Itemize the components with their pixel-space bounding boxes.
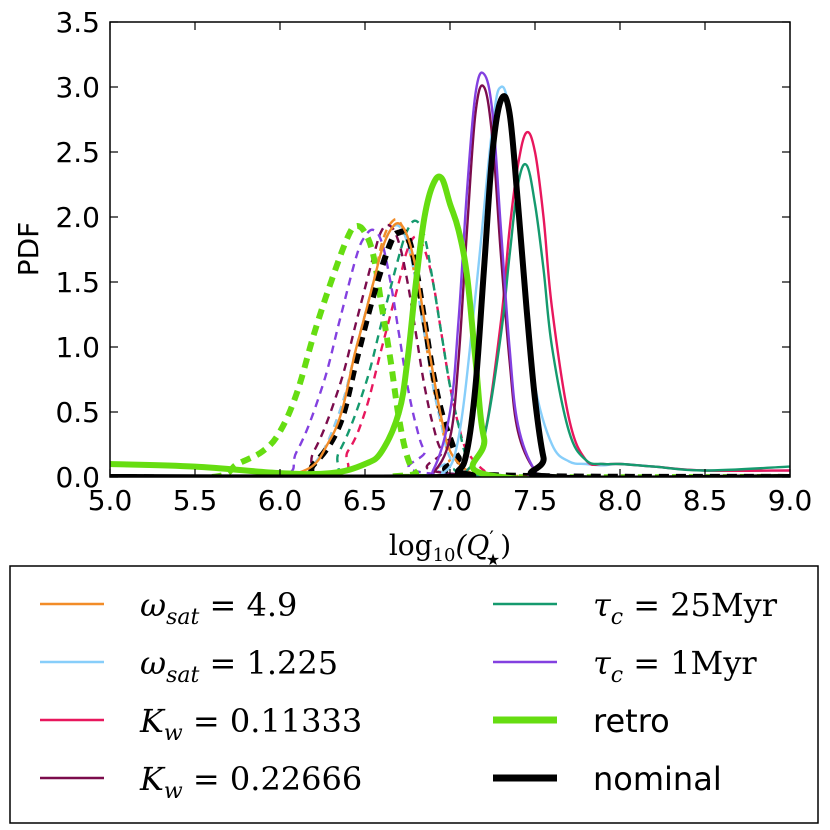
legend: ωsat = 4.9 ωsat = 1.225 Kw = 0.11333 Kw = 0… bbox=[40, 586, 778, 804]
x-axis-label: log10(Q′ ★) bbox=[389, 526, 511, 569]
x-tick-label: 8.5 bbox=[683, 484, 728, 517]
y-tick-label: 1.0 bbox=[55, 331, 100, 364]
svg-text:log10(Q′★): log10(Q′ ★) bbox=[389, 526, 511, 569]
dashed-series-line-5 bbox=[110, 228, 790, 477]
x-tick-label: 7.0 bbox=[428, 484, 473, 517]
legend-label-0: ωsat = 4.9 bbox=[140, 586, 297, 630]
legend-label-3: Kw = 0.22666 bbox=[139, 760, 362, 804]
legend-label-4: τc = 25Myr bbox=[593, 586, 778, 630]
legend-label-7: nominal bbox=[593, 760, 722, 798]
series-line-0 bbox=[110, 222, 790, 477]
series-line-6 bbox=[110, 173, 790, 477]
x-axis-label-star: ★ bbox=[486, 550, 500, 569]
x-axis-label-open: (Q bbox=[455, 529, 489, 562]
x-tick-label: 9.0 bbox=[768, 484, 813, 517]
legend-box bbox=[9, 565, 819, 824]
y-axis-label: PDF bbox=[12, 222, 45, 277]
y-axis-ticks: 0.0 0.5 1.0 1.5 2.0 2.5 3.0 3.5 bbox=[55, 6, 790, 494]
x-tick-label: 5.0 bbox=[88, 484, 133, 517]
y-tick-label: 3.0 bbox=[55, 71, 100, 104]
y-tick-label: 0.0 bbox=[55, 461, 100, 494]
y-tick-label: 3.5 bbox=[55, 6, 100, 39]
x-tick-label: 7.5 bbox=[513, 484, 558, 517]
y-tick-label: 2.0 bbox=[55, 201, 100, 234]
y-tick-label: 1.5 bbox=[55, 266, 100, 299]
x-axis-label-sub: 10 bbox=[433, 545, 456, 566]
legend-label-1: ωsat = 1.225 bbox=[140, 644, 338, 688]
legend-label-5: τc = 1Myr bbox=[593, 644, 757, 688]
x-axis-ticks: 5.0 5.5 6.0 6.5 7.0 7.5 8.0 8.5 9.0 bbox=[88, 22, 813, 517]
x-tick-label: 5.5 bbox=[173, 484, 218, 517]
series-line-7 bbox=[110, 93, 790, 477]
x-tick-label: 6.5 bbox=[343, 484, 388, 517]
dashed-series-line-3 bbox=[110, 223, 790, 477]
y-tick-label: 0.5 bbox=[55, 396, 100, 429]
x-axis-label-close: ) bbox=[500, 529, 511, 562]
y-tick-label: 2.5 bbox=[55, 136, 100, 169]
x-tick-label: 6.0 bbox=[258, 484, 303, 517]
x-axis-label-prime: ′ bbox=[489, 526, 494, 550]
legend-label-6: retro bbox=[593, 702, 670, 740]
legend-label-2: Kw = 0.11333 bbox=[139, 702, 362, 746]
x-axis-label-log: log bbox=[389, 529, 433, 562]
x-tick-label: 8.0 bbox=[598, 484, 643, 517]
